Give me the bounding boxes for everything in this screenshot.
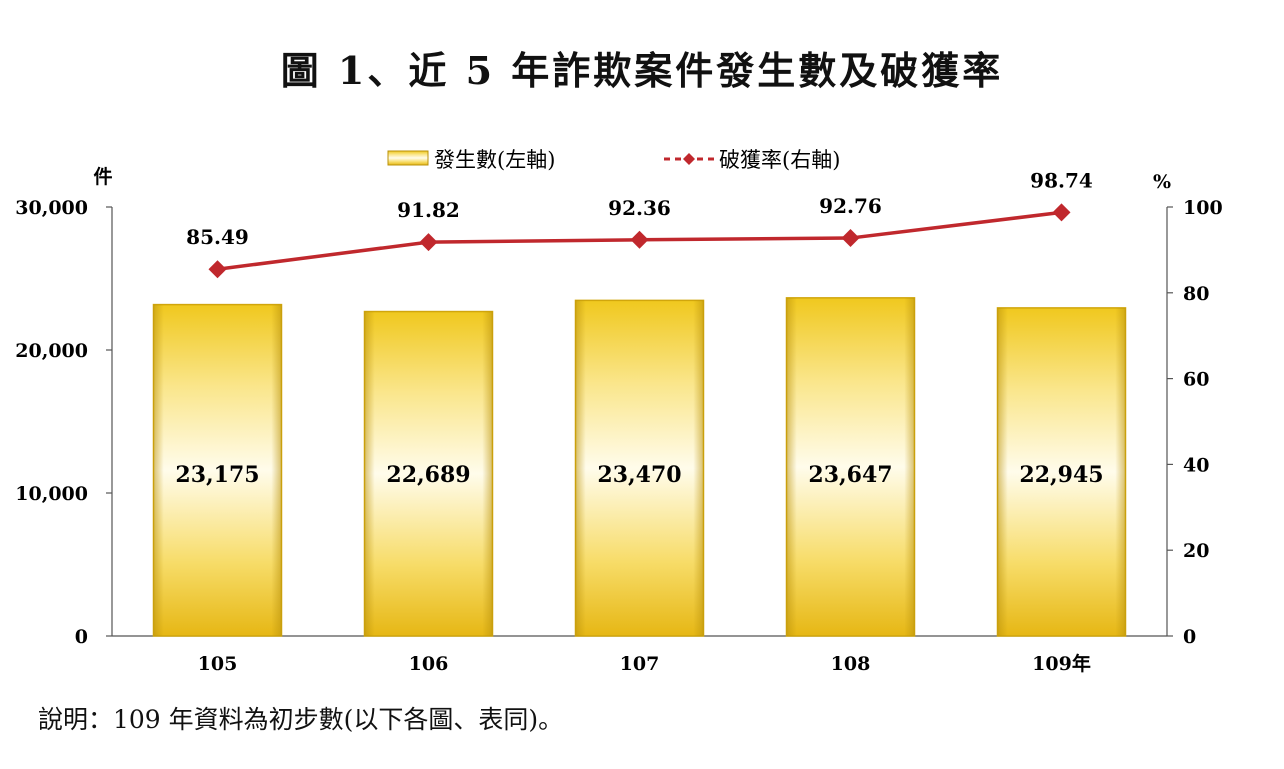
right-axis-tick-label: 0 [1183, 626, 1196, 648]
rate-value-label: 98.74 [1030, 168, 1093, 192]
x-axis-tick-label: 109年 [1032, 652, 1091, 675]
rate-value-label: 85.49 [186, 225, 249, 249]
footnote: 說明：109 年資料為初步數(以下各圖、表同)。 [38, 705, 564, 734]
left-axis-tick-label: 20,000 [15, 340, 88, 362]
rate-value-label: 92.76 [819, 194, 882, 218]
rate-point [841, 229, 860, 248]
x-axis-tick-label: 105 [198, 653, 238, 675]
rate-point [208, 260, 227, 279]
legend-line-label: 破獲率(右軸) [719, 148, 840, 172]
chart-title: 圖 1、近 5 年詐欺案件發生數及破獲率 [280, 48, 1004, 93]
right-axis-tick-label: 20 [1183, 540, 1209, 562]
left-axis-tick-label: 10,000 [15, 483, 88, 505]
rate-point [1052, 203, 1071, 222]
bar-edge-shade [997, 307, 1126, 636]
right-axis-tick-label: 60 [1183, 369, 1209, 391]
legend-bar-label: 發生數(左軸) [434, 148, 555, 172]
bar-value-label: 23,470 [597, 462, 681, 488]
x-axis-tick-label: 108 [831, 653, 871, 675]
bar-value-label: 23,647 [808, 462, 892, 488]
rate-point [419, 233, 438, 252]
right-axis-tick-label: 80 [1183, 283, 1209, 305]
bar-edge-shade [153, 304, 282, 636]
x-axis-tick-label: 106 [409, 653, 449, 675]
bar-edge-shade [786, 297, 915, 636]
bar-edge-shade [364, 311, 493, 636]
left-axis-tick-label: 0 [75, 626, 88, 648]
legend-line-marker [683, 153, 695, 165]
right-axis-unit: % [1153, 171, 1171, 193]
left-axis-unit: 件 [93, 165, 112, 188]
right-axis-tick-label: 40 [1183, 454, 1209, 476]
bar-value-label: 22,689 [386, 462, 470, 488]
rate-value-label: 92.36 [608, 196, 671, 220]
bar-value-label: 22,945 [1019, 462, 1103, 488]
bar-value-label: 23,175 [175, 462, 259, 488]
bar-edge-shade [575, 300, 704, 636]
right-axis-tick-label: 100 [1183, 197, 1223, 219]
x-axis-tick-label: 107 [620, 653, 660, 675]
legend-bar-swatch [387, 150, 429, 166]
left-axis-tick-label: 30,000 [15, 197, 88, 219]
rate-point [630, 230, 649, 249]
rate-value-label: 91.82 [397, 198, 460, 222]
